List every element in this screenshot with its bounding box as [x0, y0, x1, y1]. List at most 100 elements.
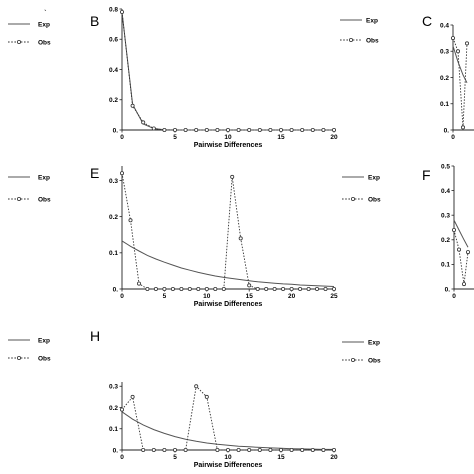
legend-obs-marker: [16, 40, 21, 45]
data-point-obs: [268, 127, 273, 132]
data-point-obs: [247, 447, 252, 452]
data-point-obs: [162, 127, 167, 132]
y-tick-label: 0.: [113, 127, 119, 134]
series-line-exp: [453, 219, 469, 248]
data-point-obs: [289, 127, 294, 132]
legend-exp-label: Exp: [366, 18, 378, 25]
legend-mid-1: Exp Obs: [340, 18, 379, 45]
x-tick-label: 5: [163, 293, 167, 300]
legend-obs-marker: [16, 196, 21, 201]
x-tick-label: 15: [277, 134, 285, 141]
legend-exp-label: Exp: [368, 175, 380, 182]
data-point-obs: [257, 447, 262, 452]
data-point-obs: [196, 286, 201, 291]
x-tick-label: 15: [277, 454, 285, 461]
data-point-obs: [289, 447, 294, 452]
panel-label-b: B: [90, 13, 99, 29]
data-point-obs: [298, 286, 303, 291]
data-point-obs: [255, 286, 260, 291]
data-point-obs: [170, 286, 175, 291]
x-tick-label: 20: [288, 293, 296, 300]
data-point-obs: [464, 41, 469, 46]
x-tick-label: 0: [120, 134, 124, 141]
data-point-obs: [300, 127, 305, 132]
legend-obs-marker: [350, 196, 355, 201]
data-point-obs: [323, 286, 328, 291]
data-point-obs: [183, 127, 188, 132]
x-tick-label: 10: [224, 134, 232, 141]
y-tick-label: 0.: [445, 286, 451, 293]
data-point-obs: [331, 286, 336, 291]
legend-exp-label: Exp: [368, 340, 380, 347]
data-point-obs: [141, 447, 146, 452]
data-point-obs: [145, 286, 150, 291]
data-point-obs: [465, 250, 470, 255]
y-tick-label: 0.1: [109, 250, 118, 257]
x-axis-label: Pairwise Differences: [194, 142, 263, 149]
y-tick-label: 0.: [444, 127, 450, 134]
data-point-obs: [187, 286, 192, 291]
data-point-obs: [331, 447, 336, 452]
legend-exp-label: Exp: [38, 338, 50, 345]
data-point-obs: [236, 447, 241, 452]
y-tick-label: 0.2: [109, 214, 118, 221]
x-tick-label: 5: [173, 134, 177, 141]
data-point-obs: [331, 127, 336, 132]
data-point-obs: [225, 447, 230, 452]
x-tick-label: 5: [173, 454, 177, 461]
y-tick-label: 0.3: [441, 213, 450, 220]
data-point-obs: [153, 286, 158, 291]
legend-obs-marker: [16, 355, 21, 360]
legend-mid-2: Exp Obs: [342, 175, 381, 204]
legend-obs-marker: [350, 357, 355, 362]
data-point-obs: [451, 227, 456, 232]
data-point-obs: [238, 236, 243, 241]
data-point-obs: [450, 36, 455, 41]
data-point-obs: [225, 127, 230, 132]
y-tick-label: 0.1: [440, 101, 449, 108]
x-tick-label: 0: [452, 293, 456, 300]
data-point-obs: [455, 49, 460, 54]
legend-left-1: Exp Obs: [8, 22, 51, 47]
data-point-obs: [221, 286, 226, 291]
y-tick-label: 0.6: [109, 37, 118, 44]
chart-panel-e: 0. 0.1 0.2 0.3 0 5 10 15 20 25 Pairwise Difference…: [109, 166, 338, 308]
data-point-obs: [162, 447, 167, 452]
y-tick-label: 0.4: [109, 67, 118, 74]
series-line-obs: [121, 385, 334, 451]
y-tick-label: 0.: [113, 447, 119, 454]
data-point-obs: [183, 447, 188, 452]
series-line-obs: [121, 173, 334, 290]
y-tick-label: 0.1: [441, 262, 450, 269]
panel-label-f: F: [422, 167, 431, 183]
data-point-obs: [460, 125, 465, 130]
data-point-obs: [172, 127, 177, 132]
data-point-obs: [310, 127, 315, 132]
y-tick-label: 0.2: [109, 97, 118, 104]
x-tick-label: 10: [224, 454, 232, 461]
data-point-obs: [141, 120, 146, 125]
data-point-obs: [204, 286, 209, 291]
x-tick-label: 0: [120, 293, 124, 300]
legend-obs-label: Obs: [38, 197, 51, 204]
series-line-exp: [121, 411, 334, 450]
data-point-obs: [128, 218, 133, 223]
y-tick-label: 0.3: [109, 178, 118, 185]
legend-obs-label: Obs: [366, 38, 379, 45]
data-point-obs: [236, 127, 241, 132]
data-point-obs: [314, 286, 319, 291]
data-point-obs: [194, 127, 199, 132]
data-point-obs: [162, 286, 167, 291]
x-tick-label: 0: [120, 454, 124, 461]
data-point-obs: [130, 394, 135, 399]
legend-obs-marker: [348, 38, 353, 43]
legend-left-2: Exp Obs: [8, 175, 51, 204]
data-point-obs: [215, 127, 220, 132]
data-point-obs: [194, 384, 199, 389]
panel-label-c: C: [422, 13, 432, 29]
data-point-obs: [281, 286, 286, 291]
x-tick-label: 10: [203, 293, 211, 300]
data-point-obs: [230, 174, 235, 179]
panel-label-h: H: [90, 328, 100, 344]
data-point-obs: [172, 447, 177, 452]
